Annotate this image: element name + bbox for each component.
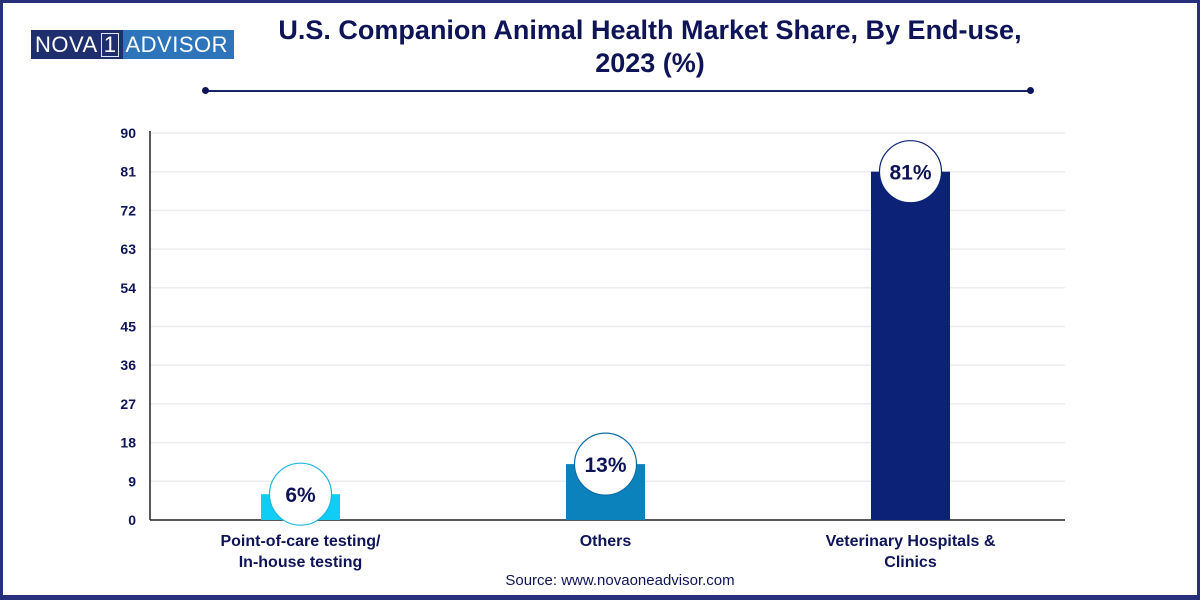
- y-tick-label: 90: [120, 125, 136, 141]
- x-category-label: In-house testing: [239, 554, 363, 571]
- x-category-label: Point-of-care testing/: [220, 533, 381, 550]
- y-tick-label: 45: [120, 319, 136, 335]
- title-divider: [205, 90, 1031, 92]
- data-label-bubble: [573, 432, 638, 496]
- y-tick-label: 81: [120, 164, 136, 180]
- y-tick-label: 36: [120, 357, 136, 373]
- source-note: Source: www.novaoneadvisor.com: [505, 572, 735, 589]
- data-label-bubble: [268, 462, 333, 526]
- chart-title-line-2: 2023 (%): [595, 48, 705, 78]
- logo-one-mark: 1: [100, 32, 120, 57]
- x-category-label: Others: [580, 533, 632, 550]
- y-tick-label: 27: [120, 396, 136, 412]
- data-label-bubble: [878, 140, 943, 204]
- y-tick-label: 72: [120, 202, 136, 218]
- bar: [871, 171, 950, 520]
- y-tick-label: 54: [120, 280, 136, 296]
- data-label: 81%: [889, 162, 931, 185]
- y-tick-label: 9: [128, 473, 136, 489]
- y-tick-label: 18: [120, 435, 136, 451]
- divider-dot-right: [1027, 87, 1034, 94]
- divider-dot-left: [202, 87, 209, 94]
- y-tick-label: 0: [128, 512, 136, 528]
- y-tick-label: 63: [120, 241, 136, 257]
- chart-title: U.S. Companion Animal Health Market Shar…: [270, 14, 1030, 80]
- x-category-label: Veterinary Hospitals &: [826, 533, 996, 550]
- data-label: 13%: [584, 454, 626, 477]
- data-label: 6%: [285, 484, 316, 507]
- x-category-label: Clinics: [884, 554, 937, 571]
- logo-right: ADVISOR: [123, 30, 234, 59]
- logo-left: NOVA 1: [31, 30, 124, 59]
- chart-title-line-1: U.S. Companion Animal Health Market Shar…: [278, 15, 1022, 45]
- brand-logo: NOVA 1 ADVISOR: [31, 30, 234, 59]
